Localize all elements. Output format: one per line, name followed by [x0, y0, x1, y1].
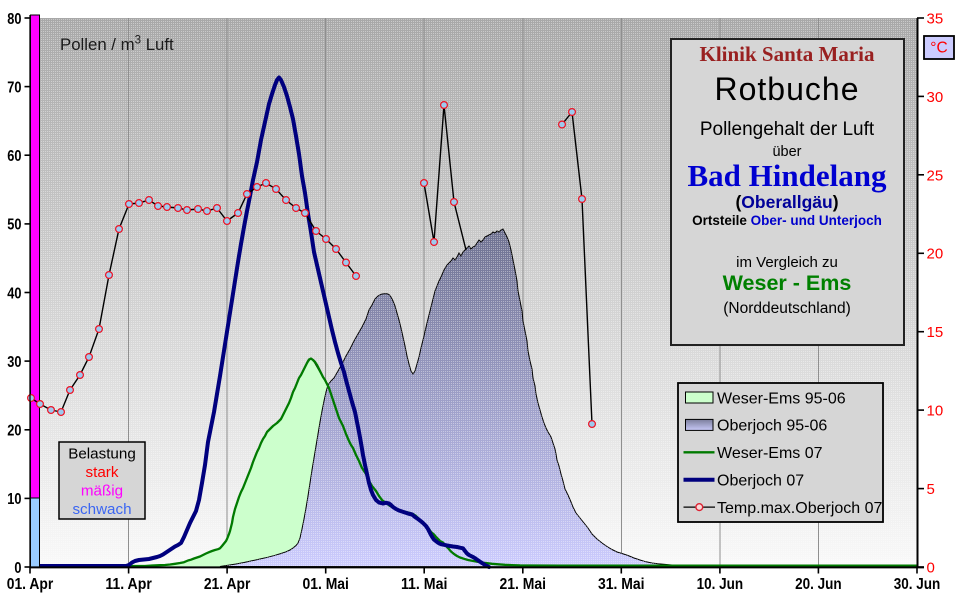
svg-text:35: 35 [927, 10, 944, 27]
svg-text:Weser-Ems 07: Weser-Ems 07 [717, 445, 823, 462]
svg-text:im Vergleich zu: im Vergleich zu [736, 254, 838, 271]
svg-text:20. Jun: 20. Jun [795, 576, 842, 593]
svg-text:21. Apr: 21. Apr [204, 576, 251, 593]
svg-text:25: 25 [927, 167, 944, 184]
svg-text:80: 80 [7, 11, 21, 28]
svg-text:5: 5 [927, 481, 935, 498]
svg-text:Weser-Ems 95-06: Weser-Ems 95-06 [717, 390, 846, 407]
svg-text:über: über [772, 144, 801, 160]
svg-text:60: 60 [7, 148, 21, 165]
svg-text:(Norddeutschland): (Norddeutschland) [723, 300, 851, 317]
svg-text:01. Apr: 01. Apr [7, 576, 54, 593]
svg-text:Oberjoch 07: Oberjoch 07 [717, 473, 804, 490]
svg-text:21. Mai: 21. Mai [500, 576, 547, 593]
svg-text:0: 0 [927, 559, 935, 576]
svg-text:Belastung: Belastung [68, 446, 136, 463]
svg-text:Pollengehalt der Luft: Pollengehalt der Luft [700, 119, 875, 140]
svg-text:40: 40 [7, 285, 21, 302]
svg-text:Temp.max.Oberjoch 07: Temp.max.Oberjoch 07 [717, 500, 883, 517]
svg-text:10. Jun: 10. Jun [697, 576, 744, 593]
svg-text:Klinik Santa Maria: Klinik Santa Maria [699, 42, 875, 66]
svg-text:31. Mai: 31. Mai [598, 576, 645, 593]
svg-text:30. Jun: 30. Jun [894, 576, 941, 593]
svg-text:stark: stark [86, 464, 119, 481]
svg-text:Weser - Ems: Weser - Ems [723, 271, 852, 295]
svg-text:Bad Hindelang: Bad Hindelang [688, 158, 887, 193]
svg-text:0: 0 [14, 560, 21, 577]
svg-text:schwach: schwach [72, 501, 131, 518]
svg-text:Pollen / m3 Luft: Pollen / m3 Luft [60, 35, 174, 55]
svg-text:20: 20 [927, 246, 944, 263]
svg-text:30: 30 [7, 354, 21, 371]
svg-text:Oberjoch 95-06: Oberjoch 95-06 [717, 418, 827, 435]
svg-text:15: 15 [927, 324, 944, 341]
svg-text:11. Apr: 11. Apr [105, 576, 152, 593]
svg-text:11. Mai: 11. Mai [401, 576, 448, 593]
svg-text:(Oberallgäu): (Oberallgäu) [735, 192, 838, 212]
svg-text:Rotbuche: Rotbuche [715, 71, 860, 107]
svg-text:20: 20 [7, 423, 21, 440]
svg-text:Ortsteile Ober- und Unterjoch: Ortsteile Ober- und Unterjoch [692, 213, 882, 228]
svg-text:mäßig: mäßig [81, 483, 123, 500]
svg-text:50: 50 [7, 217, 21, 234]
svg-text:30: 30 [927, 89, 944, 106]
svg-text:°C: °C [930, 40, 947, 57]
svg-text:70: 70 [7, 79, 21, 96]
svg-text:01. Mai: 01. Mai [302, 576, 349, 593]
svg-text:10: 10 [7, 491, 21, 508]
svg-text:10: 10 [927, 403, 944, 420]
